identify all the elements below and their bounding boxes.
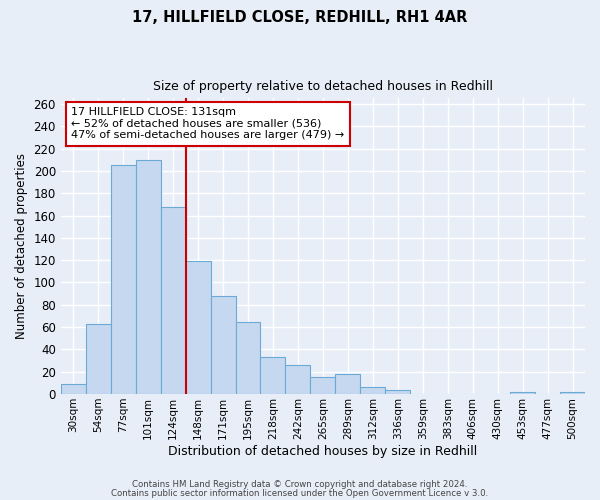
- Bar: [310, 378, 335, 394]
- Y-axis label: Number of detached properties: Number of detached properties: [15, 153, 28, 339]
- Bar: [111, 166, 136, 394]
- Text: 17 HILLFIELD CLOSE: 131sqm
← 52% of detached houses are smaller (536)
47% of sem: 17 HILLFIELD CLOSE: 131sqm ← 52% of deta…: [71, 107, 344, 140]
- Title: Size of property relative to detached houses in Redhill: Size of property relative to detached ho…: [153, 80, 493, 93]
- Bar: [286, 365, 310, 394]
- Bar: [86, 324, 111, 394]
- Bar: [361, 388, 385, 394]
- Bar: [260, 357, 286, 394]
- Bar: [161, 206, 185, 394]
- Text: Contains public sector information licensed under the Open Government Licence v : Contains public sector information licen…: [112, 488, 488, 498]
- X-axis label: Distribution of detached houses by size in Redhill: Distribution of detached houses by size …: [168, 444, 478, 458]
- Text: 17, HILLFIELD CLOSE, REDHILL, RH1 4AR: 17, HILLFIELD CLOSE, REDHILL, RH1 4AR: [133, 10, 467, 25]
- Text: Contains HM Land Registry data © Crown copyright and database right 2024.: Contains HM Land Registry data © Crown c…: [132, 480, 468, 489]
- Bar: [385, 390, 410, 394]
- Bar: [185, 262, 211, 394]
- Bar: [560, 392, 585, 394]
- Bar: [510, 392, 535, 394]
- Bar: [136, 160, 161, 394]
- Bar: [61, 384, 86, 394]
- Bar: [335, 374, 361, 394]
- Bar: [211, 296, 236, 394]
- Bar: [236, 322, 260, 394]
